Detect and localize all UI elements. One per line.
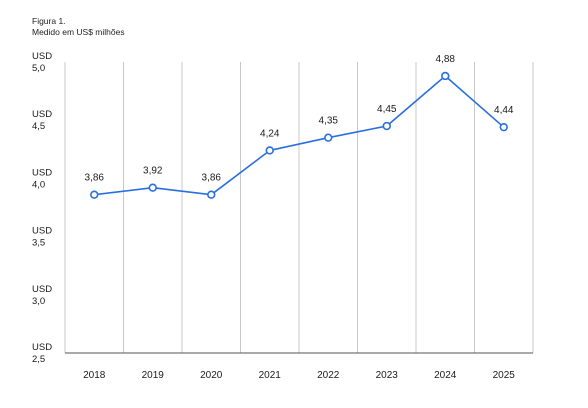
y-tick-value: 4,0 [32, 179, 45, 190]
data-label: 4,88 [436, 54, 456, 65]
x-tick-label: 2021 [259, 370, 282, 381]
data-point [499, 122, 508, 132]
x-tick-labels: 2018 2019 2020 2021 2022 2023 2024 2025 [83, 370, 515, 381]
x-tick-label: 2022 [317, 370, 340, 381]
y-tick-value: 4,5 [32, 121, 45, 132]
y-tick-currency: USD [32, 167, 52, 178]
x-tick-label: 2025 [493, 370, 516, 381]
grid-lines [64, 62, 534, 353]
y-tick-currency: USD [32, 109, 52, 120]
data-labels: 3,86 3,92 3,86 4,24 4,35 4,45 4,88 4,44 [85, 54, 514, 184]
y-tick-value: 5,0 [32, 63, 45, 74]
y-tick-currency: USD [32, 226, 52, 237]
data-point [90, 190, 99, 199]
data-point [265, 146, 274, 155]
data-point [324, 133, 333, 142]
x-tick-label: 2020 [200, 370, 223, 381]
data-point [148, 183, 157, 192]
x-tick-label: 2024 [434, 370, 457, 381]
x-tick-label: 2023 [376, 370, 399, 381]
x-tick-label: 2018 [83, 370, 106, 381]
y-tick-value: 3,5 [32, 238, 45, 249]
data-label: 3,86 [202, 173, 222, 184]
figure-header: Figura 1. Medido em US$ milhões [32, 16, 125, 38]
figure-note: Medido em US$ milhões [32, 27, 125, 37]
data-label: 4,45 [377, 104, 397, 115]
data-label: 3,92 [143, 166, 163, 177]
x-tick-label: 2019 [142, 370, 165, 381]
y-tick-currency: USD [32, 51, 52, 62]
y-tick-currency: USD [32, 342, 52, 353]
data-label: 4,44 [494, 105, 514, 116]
data-point [207, 190, 216, 199]
series-line-path [94, 75, 505, 196]
series-line [94, 75, 505, 196]
y-tick-value: 2,5 [32, 354, 45, 365]
data-point [441, 71, 450, 81]
data-label: 4,24 [260, 128, 280, 139]
y-tick-value: 3,0 [32, 296, 45, 307]
data-label: 4,35 [319, 116, 339, 127]
y-tick-currency: USD [32, 284, 52, 295]
data-point [382, 121, 391, 131]
data-label: 3,86 [85, 173, 105, 184]
data-points [90, 71, 508, 199]
figure-label: Figura 1. [32, 16, 66, 26]
